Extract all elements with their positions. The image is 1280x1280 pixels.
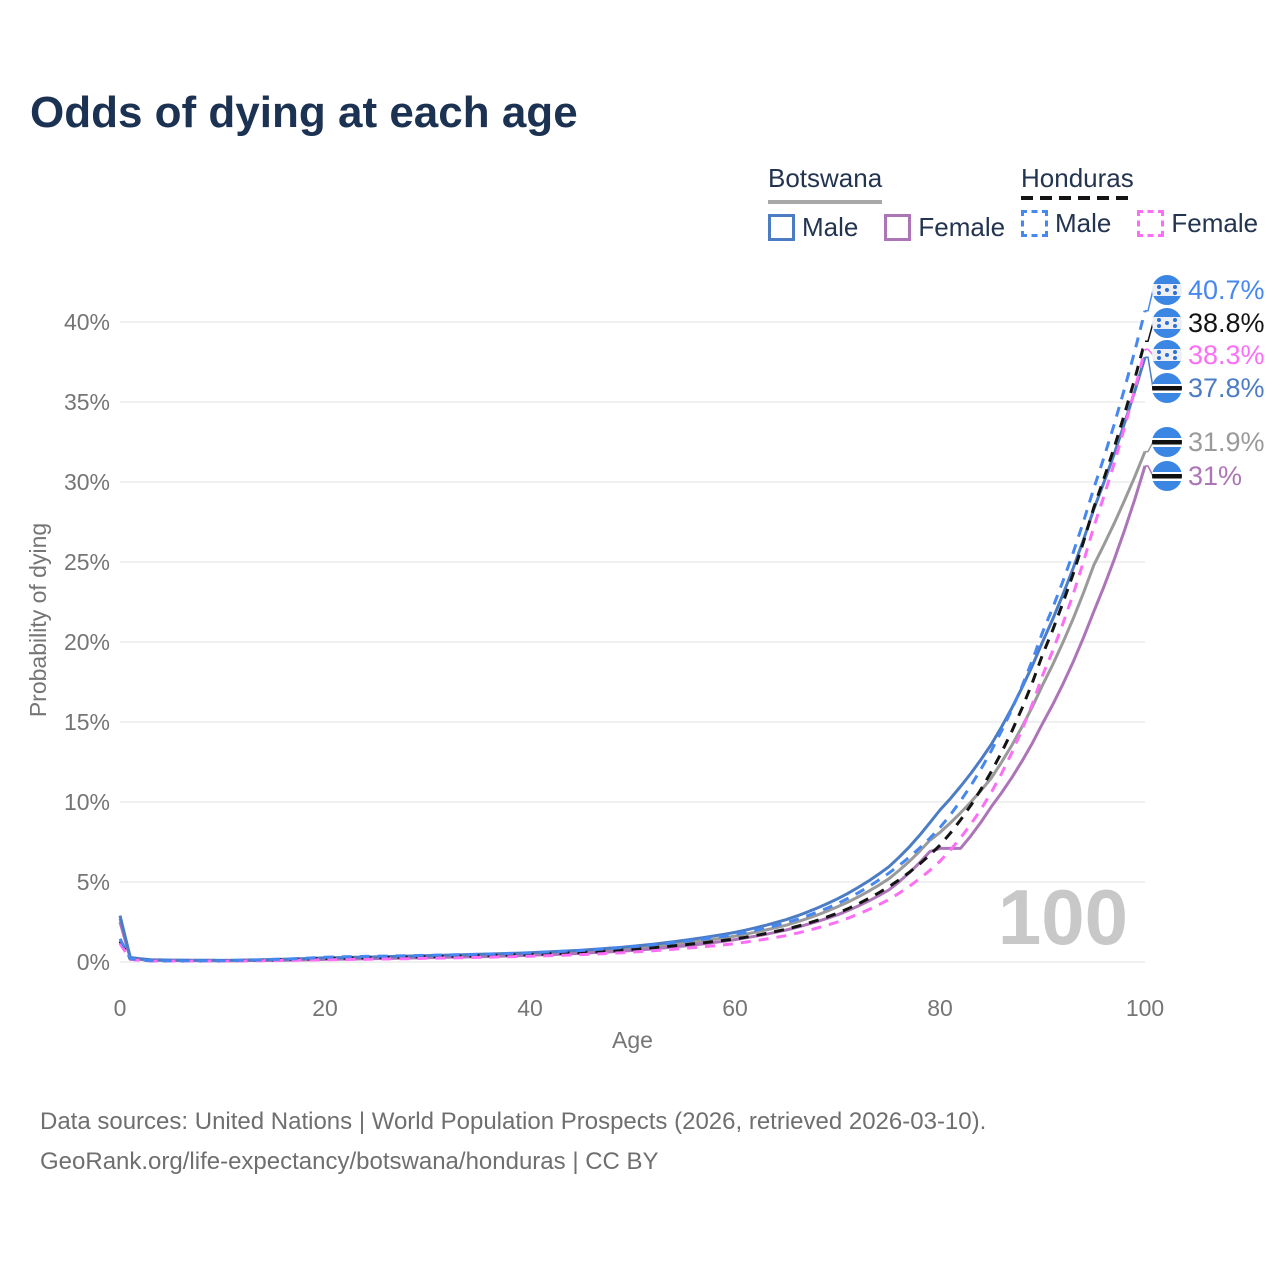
- svg-text:15%: 15%: [64, 709, 110, 735]
- svg-text:100: 100: [998, 873, 1128, 961]
- svg-text:5%: 5%: [77, 869, 110, 895]
- end-label-honduras-female[interactable]: 38.3%: [1152, 339, 1265, 371]
- end-label-value: 38.3%: [1188, 339, 1265, 370]
- svg-text:20: 20: [312, 995, 338, 1021]
- end-label-botswana-male[interactable]: 37.8%: [1152, 372, 1265, 404]
- end-label-honduras-male[interactable]: 40.7%: [1152, 274, 1265, 306]
- honduras-flag-icon: [1152, 308, 1182, 338]
- svg-text:Age: Age: [612, 1027, 653, 1053]
- legend-item-honduras-female[interactable]: Female: [1137, 208, 1258, 239]
- end-label-value: 37.8%: [1188, 372, 1265, 403]
- svg-text:20%: 20%: [64, 629, 110, 655]
- svg-text:0%: 0%: [77, 949, 110, 975]
- attribution-link[interactable]: GeoRank.org/life-expectancy/botswana/hon…: [40, 1148, 659, 1175]
- end-label-botswana-female[interactable]: 31%: [1152, 460, 1242, 492]
- svg-text:Probability of dying: Probability of dying: [25, 523, 51, 717]
- botswana-flag-icon: [1152, 373, 1182, 403]
- honduras-flag-icon: [1152, 340, 1182, 370]
- page-title: Odds of dying at each age: [30, 88, 578, 137]
- svg-text:40%: 40%: [64, 309, 110, 335]
- end-label-value: 40.7%: [1188, 274, 1265, 305]
- legend-group-honduras: Honduras Male Female: [1021, 163, 1258, 239]
- data-sources-note: Data sources: United Nations | World Pop…: [40, 1108, 987, 1135]
- svg-text:10%: 10%: [64, 789, 110, 815]
- svg-text:60: 60: [722, 995, 748, 1021]
- botswana-flag-icon: [1152, 427, 1182, 457]
- honduras-male-swatch-icon: [1021, 210, 1048, 237]
- legend-item-botswana-female[interactable]: Female: [884, 212, 1005, 243]
- svg-text:0: 0: [114, 995, 127, 1021]
- end-label-value: 38.8%: [1188, 307, 1265, 338]
- legend-item-label: Male: [802, 212, 859, 242]
- svg-text:25%: 25%: [64, 549, 110, 575]
- end-label-value: 31%: [1188, 460, 1243, 491]
- legend-item-honduras-male[interactable]: Male: [1021, 208, 1111, 239]
- svg-text:30%: 30%: [64, 469, 110, 495]
- legend-group-botswana: Botswana Male Female: [768, 163, 1005, 243]
- botswana-female-swatch-icon: [884, 214, 912, 241]
- end-label-honduras-both[interactable]: 38.8%: [1152, 307, 1265, 339]
- end-label-botswana-both[interactable]: 31.9%: [1152, 426, 1265, 458]
- legend-item-label: Male: [1055, 208, 1112, 238]
- honduras-female-swatch-icon: [1137, 210, 1165, 237]
- svg-text:80: 80: [927, 995, 953, 1021]
- botswana-flag-icon: [1152, 461, 1182, 491]
- end-label-value: 31.9%: [1188, 426, 1265, 457]
- legend-item-label: Female: [1171, 208, 1259, 238]
- legend-header-botswana[interactable]: Botswana: [768, 163, 883, 204]
- legend-item-botswana-male[interactable]: Male: [768, 212, 858, 243]
- legend-header-honduras[interactable]: Honduras: [1021, 163, 1134, 200]
- botswana-male-swatch-icon: [768, 214, 795, 241]
- legend-item-label: Female: [918, 212, 1006, 242]
- svg-text:35%: 35%: [64, 389, 110, 415]
- honduras-flag-icon: [1152, 275, 1182, 305]
- svg-text:100: 100: [1126, 995, 1164, 1021]
- svg-text:40: 40: [517, 995, 543, 1021]
